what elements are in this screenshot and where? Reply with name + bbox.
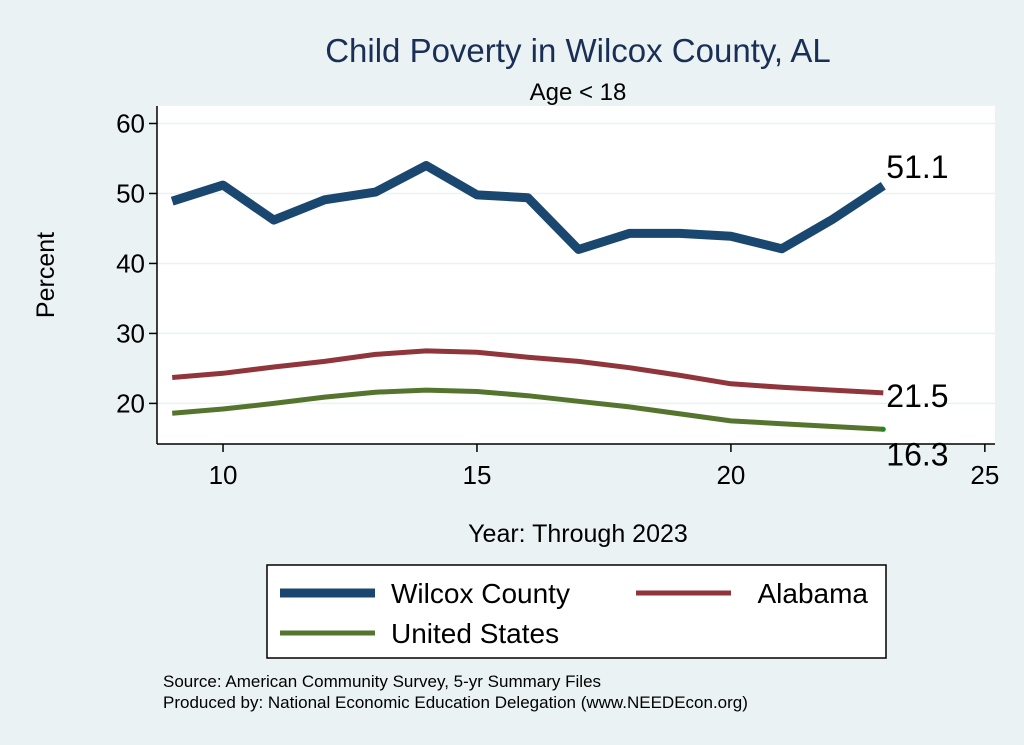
series-line-wilcox-county	[170, 161, 886, 254]
x-tick-label-10: 10	[209, 460, 238, 490]
chart-subtitle: Age < 18	[530, 79, 627, 106]
y-tick-label-30: 30	[116, 318, 145, 348]
y-tick-label-40: 40	[116, 248, 145, 278]
end-label-united-states: 16.3	[886, 436, 948, 472]
x-tick-label-25: 25	[970, 460, 999, 490]
grid	[157, 122, 995, 405]
y-tick-label-60: 60	[116, 108, 145, 138]
plot-area	[157, 106, 995, 444]
x-tick-label-15: 15	[463, 460, 492, 490]
series-line-united-states	[171, 387, 884, 432]
end-labels: 51.1 21.5 16.3	[880, 149, 949, 472]
series-line-alabama	[171, 348, 884, 396]
series-group	[170, 161, 886, 432]
axis-ticks: 20 30 40 50 60 10 15 20 25	[116, 108, 999, 490]
chart-title: Child Poverty in Wilcox County, AL	[325, 32, 831, 69]
y-axis-title: Percent	[32, 232, 60, 318]
source-line-1: Source: American Community Survey, 5-yr …	[163, 672, 601, 691]
legend-label-alabama: Alabama	[757, 578, 868, 609]
y-tick-label-50: 50	[116, 178, 145, 208]
y-tick-label-20: 20	[116, 388, 145, 418]
end-label-wilcox-county: 51.1	[886, 149, 948, 185]
x-tick-label-20: 20	[716, 460, 745, 490]
x-axis-title: Year: Through 2023	[468, 520, 688, 548]
legend-label-united-states: United States	[391, 618, 559, 649]
legend-box	[266, 564, 887, 659]
source-line-2: Produced by: National Economic Education…	[163, 693, 748, 712]
legend: Wilcox County Alabama United States	[266, 564, 887, 659]
end-marker-united-states	[880, 426, 886, 432]
legend-label-wilcox-county: Wilcox County	[391, 578, 570, 609]
end-label-alabama: 21.5	[886, 378, 948, 414]
